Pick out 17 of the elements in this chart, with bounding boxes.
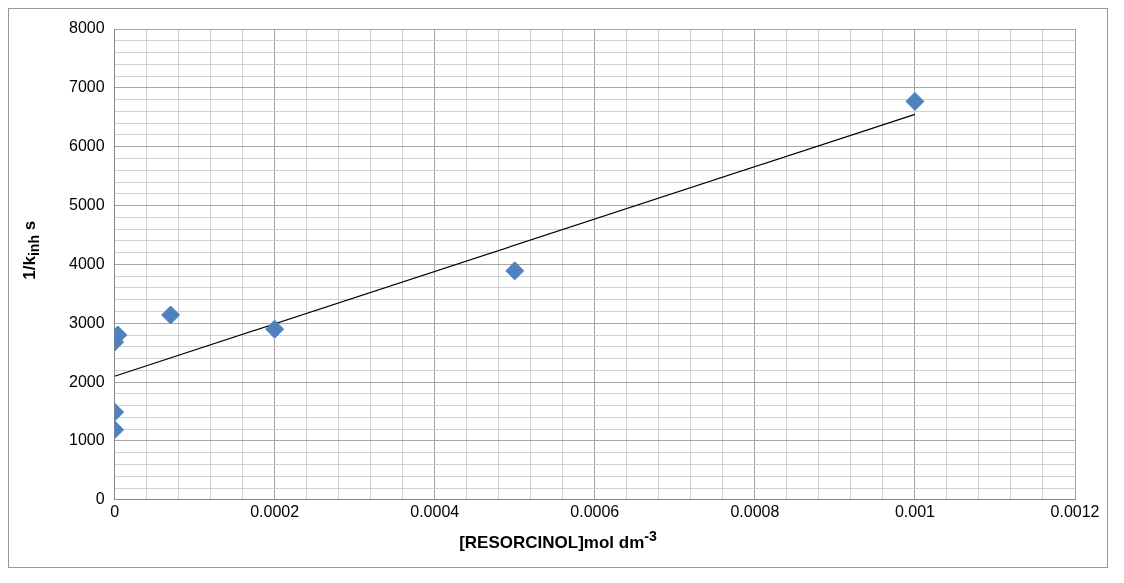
y-tick-label: 2000 [69, 372, 105, 390]
x-tick-label: 0 [110, 502, 120, 520]
x-tick-label: 0.0008 [730, 502, 780, 520]
y-tick-label: 7000 [69, 78, 105, 96]
y-tick-label: 1000 [69, 431, 105, 449]
x-tick-label: 0.0004 [410, 502, 460, 520]
x-tick-label: 0.001 [894, 502, 936, 520]
y-tick-label: 8000 [69, 19, 105, 37]
y-tick-label: 6000 [69, 137, 105, 155]
y-tick-label: 3000 [69, 313, 105, 331]
x-tick-label: 0.0006 [570, 502, 620, 520]
x-tick-label: 0.0012 [1050, 502, 1100, 520]
x-tick-label: 0.0002 [250, 502, 300, 520]
y-tick-label: 5000 [69, 195, 105, 213]
y-tick-label: 0 [95, 490, 105, 508]
x-axis-title: [RESORCINOL]mol dm$^{-3}$ [458, 528, 658, 553]
y-tick-label: 4000 [69, 254, 105, 272]
